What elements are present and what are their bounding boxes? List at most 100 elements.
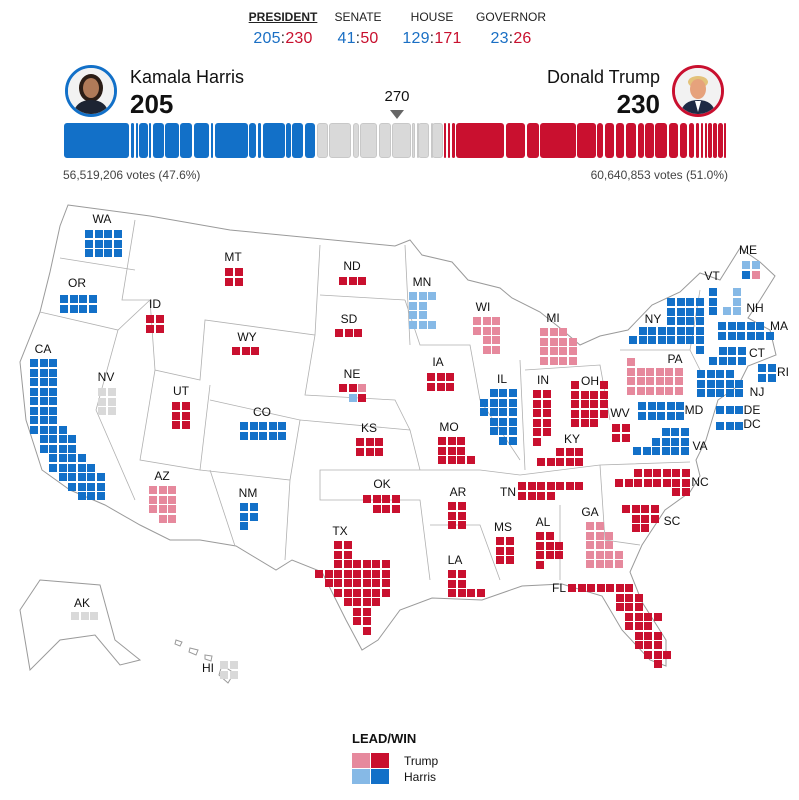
state-tile[interactable] (240, 431, 249, 440)
state-tile[interactable] (653, 650, 662, 659)
state-tile[interactable] (605, 550, 614, 559)
harris-bar-segment[interactable] (135, 123, 138, 158)
state-tile[interactable] (568, 337, 577, 346)
state-tile[interactable] (732, 297, 741, 306)
state-tile[interactable] (334, 588, 343, 597)
state-tile[interactable] (556, 457, 565, 466)
state-tile[interactable] (606, 584, 615, 593)
state-tile[interactable] (641, 514, 650, 523)
undecided-bar-segment[interactable] (431, 123, 443, 158)
trump-bar-segment[interactable] (597, 123, 604, 158)
state-tile[interactable] (428, 320, 437, 329)
state-tile[interactable] (676, 336, 685, 345)
state-tile[interactable] (58, 463, 67, 472)
state-tile[interactable] (343, 569, 352, 578)
harris-bar-segment[interactable] (286, 123, 291, 158)
state-tile[interactable] (39, 435, 48, 444)
state-tile[interactable] (542, 409, 551, 418)
state-tile[interactable] (39, 444, 48, 453)
state-tile[interactable] (667, 298, 676, 307)
state-tile[interactable] (580, 390, 589, 399)
state-tile[interactable] (595, 522, 604, 531)
state-tile[interactable] (674, 386, 683, 395)
state-tile[interactable] (457, 521, 466, 530)
state-tile[interactable] (77, 473, 86, 482)
state-tile[interactable] (348, 393, 357, 402)
state-tile[interactable] (158, 505, 167, 514)
state-tile[interactable] (372, 560, 381, 569)
state-tile[interactable] (644, 650, 653, 659)
state-tile[interactable] (756, 331, 765, 340)
state-tile[interactable] (49, 444, 58, 453)
state-tile[interactable] (545, 532, 554, 541)
state-tile[interactable] (533, 399, 542, 408)
state-tile[interactable] (709, 288, 718, 297)
trump-bar-segment[interactable] (704, 123, 707, 158)
state-tile[interactable] (508, 408, 517, 417)
state-tile[interactable] (30, 416, 39, 425)
state-tile[interactable] (661, 428, 670, 437)
state-tile[interactable] (735, 422, 744, 431)
state-tile[interactable] (362, 598, 371, 607)
state-tile[interactable] (49, 425, 58, 434)
state-tile[interactable] (615, 593, 624, 602)
state-tile[interactable] (232, 347, 241, 356)
state-tile[interactable] (643, 478, 652, 487)
state-tile[interactable] (571, 390, 580, 399)
trump-bar-segment[interactable] (615, 123, 625, 158)
state-tile[interactable] (737, 347, 746, 356)
state-tile[interactable] (575, 482, 584, 491)
state-tile[interactable] (634, 478, 643, 487)
state-tile[interactable] (457, 446, 466, 455)
state-tile[interactable] (249, 512, 258, 521)
state-tile[interactable] (545, 541, 554, 550)
harris-bar-segment[interactable] (214, 123, 248, 158)
trump-bar-segment[interactable] (625, 123, 637, 158)
state-tile[interactable] (172, 421, 181, 430)
state-tile[interactable] (676, 317, 685, 326)
state-tile[interactable] (409, 320, 418, 329)
state-tile[interactable] (391, 495, 400, 504)
state-tile[interactable] (665, 367, 674, 376)
state-tile[interactable] (492, 317, 501, 326)
state-tile[interactable] (672, 469, 681, 478)
state-tile[interactable] (625, 612, 634, 621)
state-tile[interactable] (672, 478, 681, 487)
state-tile[interactable] (104, 230, 113, 239)
state-tile[interactable] (595, 541, 604, 550)
state-tile[interactable] (661, 447, 670, 456)
state-tile[interactable] (697, 379, 706, 388)
state-tile[interactable] (457, 502, 466, 511)
state-tile[interactable] (612, 424, 621, 433)
state-tile[interactable] (536, 551, 545, 560)
tab-house[interactable]: HOUSE 129:171 (387, 10, 477, 48)
state-tile[interactable] (508, 417, 517, 426)
state-tile[interactable] (735, 379, 744, 388)
state-tile[interactable] (653, 478, 662, 487)
state-tile[interactable] (49, 397, 58, 406)
state-tile[interactable] (627, 358, 636, 367)
state-tile[interactable] (90, 612, 99, 621)
state-tile[interactable] (229, 670, 238, 679)
state-tile[interactable] (96, 482, 105, 491)
state-tile[interactable] (614, 560, 623, 569)
state-tile[interactable] (666, 411, 675, 420)
state-tile[interactable] (39, 378, 48, 387)
state-tile[interactable] (596, 584, 605, 593)
state-tile[interactable] (30, 387, 39, 396)
state-tile[interactable] (104, 239, 113, 248)
state-tile[interactable] (716, 389, 725, 398)
state-tile[interactable] (418, 301, 427, 310)
state-tile[interactable] (671, 447, 680, 456)
state-tile[interactable] (496, 546, 505, 555)
state-tile[interactable] (533, 409, 542, 418)
state-tile[interactable] (545, 551, 554, 560)
state-tile[interactable] (241, 347, 250, 356)
state-tile[interactable] (697, 389, 706, 398)
state-tile[interactable] (650, 514, 659, 523)
state-tile[interactable] (605, 541, 614, 550)
state-tile[interactable] (629, 336, 638, 345)
state-tile[interactable] (652, 437, 661, 446)
state-tile[interactable] (30, 425, 39, 434)
state-tile[interactable] (565, 448, 574, 457)
